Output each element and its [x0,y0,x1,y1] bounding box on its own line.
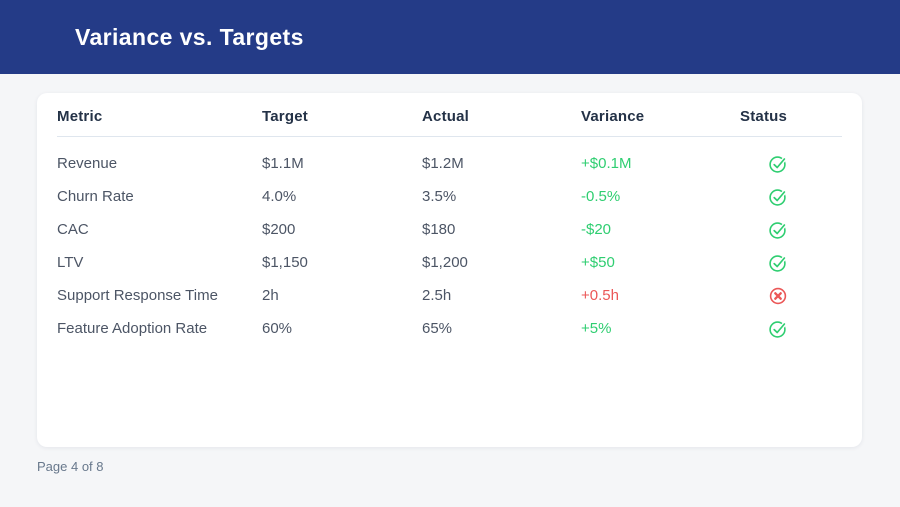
variance-value: -0.5% [581,188,621,205]
status-cell [740,319,842,339]
metric-cell: Support Response Time [57,287,218,304]
status-cell [740,286,842,306]
title-bar: Variance vs. Targets [0,0,900,74]
table-row: Churn Rate 4.0% 3.5% -0.5% [57,180,842,213]
target-cell: 60% [262,320,293,337]
check-circle-icon [769,221,787,239]
metric-cell: Churn Rate [57,188,134,205]
target-cell: 2h [262,287,279,304]
metric-cell: CAC [57,221,89,238]
check-circle-icon [769,188,787,206]
column-header-actual: Actual [422,108,470,125]
metric-cell: Revenue [57,155,118,172]
table-row: Feature Adoption Rate 60% 65% +5% [57,312,842,345]
target-cell: 4.0% [262,188,297,205]
check-circle-icon [769,320,787,338]
column-header-target: Target [262,108,308,125]
status-cell [740,220,842,240]
actual-cell: $1.2M [422,155,464,172]
actual-cell: $180 [422,221,456,238]
status-cell [740,154,842,174]
actual-cell: $1,200 [422,254,468,271]
column-header-status: Status [740,108,788,125]
target-cell: $1.1M [262,155,304,172]
variance-value: -$20 [581,221,612,238]
table-body: Revenue $1.1M $1.2M +$0.1M Churn Rate 4.… [57,147,842,345]
actual-cell: 65% [422,320,453,337]
x-circle-icon [769,287,787,304]
variance-value: +$50 [581,254,615,271]
status-cell [740,253,842,273]
target-cell: $200 [262,221,296,238]
table-row: LTV $1,150 $1,200 +$50 [57,246,842,279]
page-indicator: Page 4 of 8 [37,459,104,474]
column-header-metric: Metric [57,108,103,125]
table-header-row: Metric Target Actual Variance Status [57,93,842,137]
check-circle-icon [769,155,787,173]
status-cell [740,187,842,207]
actual-cell: 2.5h [422,287,452,304]
variance-value: +$0.1M [581,155,632,172]
table-row: Revenue $1.1M $1.2M +$0.1M [57,147,842,180]
metrics-card: Metric Target Actual Variance Status Rev… [37,93,862,447]
metric-cell: Feature Adoption Rate [57,320,208,337]
table-row: CAC $200 $180 -$20 [57,213,842,246]
column-header-variance: Variance [581,108,645,125]
variance-value: +5% [581,320,612,337]
target-cell: $1,150 [262,254,308,271]
variance-value: +0.5h [581,287,619,304]
actual-cell: 3.5% [422,188,457,205]
page-title: Variance vs. Targets [75,23,304,50]
metric-cell: LTV [57,254,84,271]
table-row: Support Response Time 2h 2.5h +0.5h [57,279,842,312]
check-circle-icon [769,254,787,272]
